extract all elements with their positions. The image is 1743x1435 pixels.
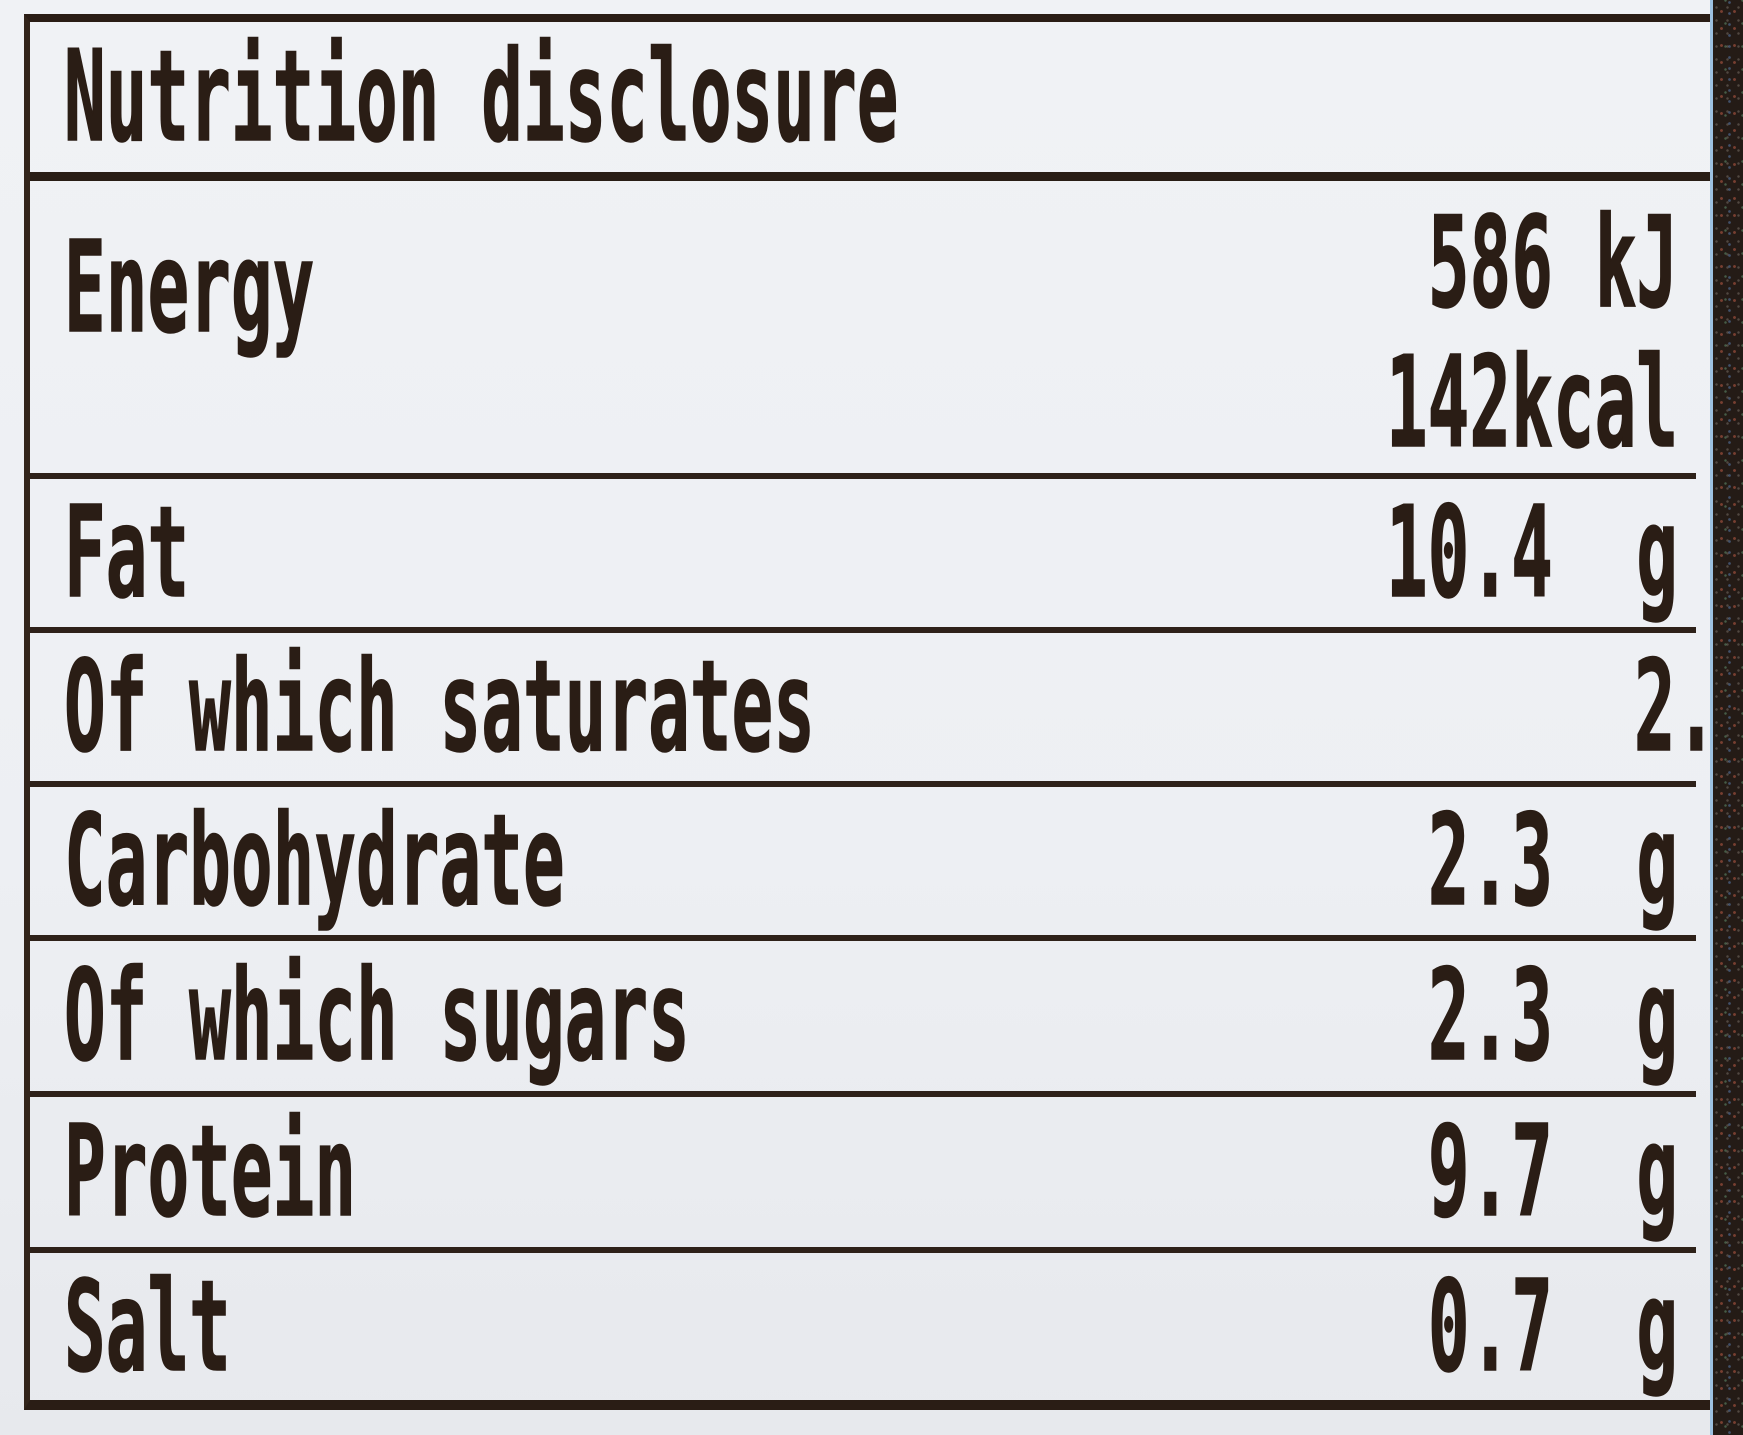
row-divider [30,627,1696,633]
table-title: Nutrition disclosure [64,23,899,170]
row-energy: Energy 586 kJ 142kcal [30,181,1712,473]
header-row: Nutrition disclosure per 100g [30,22,1712,172]
value-with-unit: 586 kJ [1427,189,1678,336]
row-label: Energy [64,214,315,361]
row-label: Salt [64,1252,232,1400]
header-divider [30,172,1712,181]
unit: g [1636,942,1679,1089]
row-carbohydrate: Carbohydrate 2.3 g [30,787,1712,935]
value: 586 [1427,189,1553,336]
value: 9.7 [1427,1098,1553,1245]
value-with-unit: 142kcal [1386,329,1679,476]
value-with-unit: 9.7 g [1427,1098,1679,1245]
row-protein: Protein 9.7 g [30,1097,1712,1247]
value: 142 [1385,329,1512,476]
unit: kJ [1594,189,1678,336]
row-label: Carbohydrate [64,787,565,934]
row-divider [30,473,1696,479]
unit: g [1636,1252,1679,1400]
row-label: Protein [64,1098,357,1245]
row-saturates: Of which saturates 2.8g [30,633,1743,781]
unit: g [1636,787,1679,934]
packaging-edge-strip [1710,0,1743,1435]
row-divider [30,1247,1696,1253]
row-salt: Salt 0.7 g [30,1253,1712,1400]
value: 2.3 [1427,942,1553,1089]
row-sugars: Of which sugars 2.3 g [30,941,1712,1091]
row-label: Fat [64,479,190,626]
value-with-unit: 2.3 g [1427,942,1679,1089]
value: 2.3 [1427,787,1553,934]
row-divider [30,781,1696,787]
row-divider [30,1091,1696,1097]
energy-values: 586 kJ 142kcal [1147,193,1679,476]
value: 0.7 [1427,1252,1553,1400]
energy-kcal-line: 142kcal [1147,329,1679,476]
unit: g [1636,479,1679,626]
unit: kcal [1511,329,1679,476]
value: 10.4 [1385,479,1554,626]
value-with-unit: 0.7 g [1427,1252,1679,1400]
row-fat: Fat 10.4 g [30,479,1712,627]
row-divider [30,935,1696,941]
row-label: Of which saturates [64,633,816,780]
value-with-unit: 10.4 g [1386,479,1679,626]
value-with-unit: 2.3 g [1427,787,1679,934]
nutrition-table: Nutrition disclosure per 100g Energy 586… [24,14,1743,1410]
unit: g [1636,1098,1679,1245]
energy-kj-line: 586 kJ [1223,193,1678,333]
row-label: Of which sugars [64,942,691,1089]
